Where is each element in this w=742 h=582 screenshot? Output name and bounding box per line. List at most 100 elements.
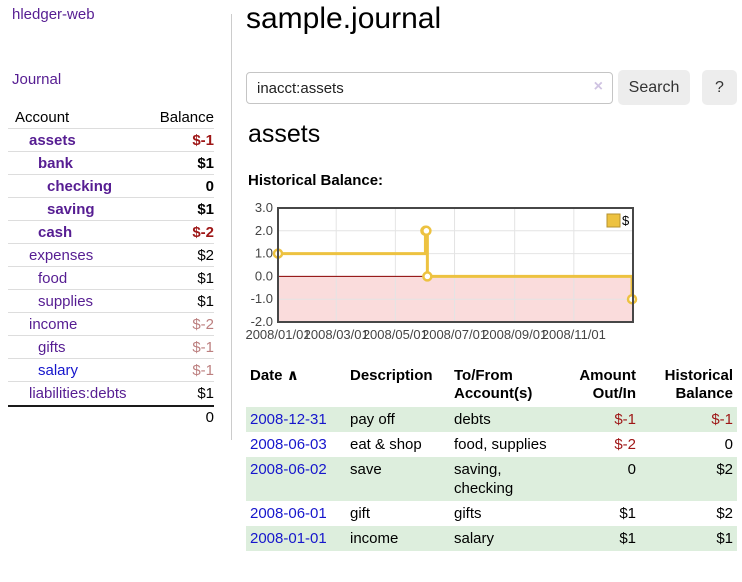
account-balance: $1	[197, 200, 214, 218]
svg-text:0.0: 0.0	[255, 268, 273, 283]
col-balance: Historical Balance	[664, 367, 733, 402]
register-table: Date ∧ Description To/From Account(s) Am…	[246, 363, 737, 551]
account-link-cash[interactable]: cash	[38, 223, 73, 241]
account-link-food[interactable]: food	[38, 269, 68, 287]
table-row: 2008-06-01 gift gifts $1 $2	[246, 501, 737, 526]
table-row: 2008-01-01 income salary $1 $1	[246, 526, 737, 551]
amount-cell: $1	[619, 530, 636, 547]
account-row-cash: cash $-2	[8, 221, 214, 244]
accounts-cell: saving, checking	[454, 461, 514, 497]
svg-text:2.0: 2.0	[255, 223, 273, 238]
svg-text:2008/03/01: 2008/03/01	[304, 327, 369, 342]
col-description: Description	[350, 367, 433, 384]
account-row-expenses: expenses $2	[8, 244, 214, 267]
account-row-checking: checking 0	[8, 175, 214, 198]
account-link-supplies[interactable]: supplies	[38, 292, 94, 310]
table-row: 2008-06-03 eat & shop food, supplies $-2…	[246, 432, 737, 457]
account-heading: assets	[248, 120, 321, 148]
accounts-cell: food, supplies	[454, 436, 547, 453]
account-link-expenses[interactable]: expenses	[29, 246, 94, 264]
search-input[interactable]	[246, 72, 613, 104]
account-row-saving: saving $1	[8, 198, 214, 221]
historical-balance-chart: 2008/01/01 2008/03/01 2008/05/01 2008/07/01…	[245, 200, 706, 354]
account-balance: $1	[197, 292, 214, 310]
register-header-row: Date ∧ Description To/From Account(s) Am…	[246, 363, 737, 407]
account-balance: $-1	[192, 338, 214, 356]
balance-cell: $-1	[711, 411, 733, 428]
svg-text:$: $	[622, 213, 630, 228]
date-link[interactable]: 2008-06-03	[250, 436, 327, 453]
account-row-bank: bank $1	[8, 152, 214, 175]
description-cell: eat & shop	[350, 436, 422, 453]
account-row-assets: assets $-1	[8, 129, 214, 152]
account-link-bank[interactable]: bank	[38, 154, 74, 172]
clear-search-icon[interactable]: ×	[593, 78, 603, 95]
date-link[interactable]: 2008-12-31	[250, 411, 327, 428]
date-link[interactable]: 2008-06-01	[250, 505, 327, 522]
svg-text:1.0: 1.0	[255, 246, 273, 261]
svg-text:2008/09/01: 2008/09/01	[482, 327, 547, 342]
brand-link[interactable]: hledger-web	[12, 6, 95, 23]
total-balance: 0	[205, 409, 214, 426]
account-link-gifts[interactable]: gifts	[38, 338, 66, 356]
svg-text:3.0: 3.0	[255, 200, 273, 215]
amount-cell: $1	[619, 505, 636, 522]
description-cell: save	[350, 461, 382, 478]
col-amount: Amount Out/In	[579, 367, 636, 402]
account-column-header: Account	[15, 108, 70, 126]
page-title: sample.journal	[246, 2, 442, 35]
account-link-liabilities-debts[interactable]: liabilities:debts	[29, 385, 127, 402]
svg-text:2008/07/01: 2008/07/01	[422, 327, 487, 342]
description-cell: gift	[350, 505, 371, 522]
account-tree-header: Account Balance	[8, 106, 214, 129]
account-row-liabilities-debts: liabilities:debts $1	[8, 382, 214, 405]
account-row-gifts: gifts $-1	[8, 336, 214, 359]
date-link[interactable]: 2008-01-01	[250, 530, 327, 547]
amount-cell: $-1	[614, 411, 636, 428]
balance-column-header: Balance	[159, 108, 214, 126]
svg-text:2008/11/01: 2008/11/01	[542, 327, 606, 342]
sort-asc-icon: ∧	[286, 367, 299, 384]
account-row-salary: salary $-1	[8, 359, 214, 382]
balance-cell: 0	[724, 436, 733, 453]
amount-cell: 0	[627, 461, 636, 478]
account-tree: Account Balance assets $-1 bank $1 check…	[8, 106, 214, 428]
balance-cell: $2	[716, 505, 733, 522]
account-balance: $1	[197, 385, 214, 402]
svg-text:2008/05/01: 2008/05/01	[363, 327, 428, 342]
account-row-supplies: supplies $1	[8, 290, 214, 313]
account-link-salary[interactable]: salary	[38, 361, 79, 379]
accounts-cell: salary	[454, 530, 495, 547]
account-balance: $1	[197, 269, 214, 287]
nav-journal-link[interactable]: Journal	[12, 71, 62, 88]
amount-cell: $-2	[614, 436, 636, 453]
description-cell: pay off	[350, 411, 395, 428]
search-button[interactable]: Search	[618, 70, 690, 105]
account-balance: $2	[197, 246, 214, 264]
search-box: ×	[246, 72, 613, 104]
balance-cell: $1	[716, 530, 733, 547]
table-row: 2008-12-31 pay off debts $-1 $-1	[246, 407, 737, 432]
account-link-saving[interactable]: saving	[47, 200, 95, 218]
account-tree-total-row: 0	[8, 405, 214, 428]
chart-canvas: 2008/01/012008/03/012008/05/012008/07/01…	[245, 200, 638, 342]
account-link-checking[interactable]: checking	[47, 177, 113, 195]
date-link[interactable]: 2008-06-02	[250, 461, 327, 478]
account-balance: $1	[197, 154, 214, 172]
description-cell: income	[350, 530, 399, 547]
col-accounts: To/From Account(s)	[454, 367, 533, 402]
svg-text:2008/01/01: 2008/01/01	[245, 327, 310, 342]
balance-cell: $2	[716, 461, 733, 478]
svg-text:-1.0: -1.0	[251, 291, 273, 306]
account-link-assets[interactable]: assets	[29, 131, 76, 149]
account-balance: $-2	[192, 315, 214, 333]
account-link-income[interactable]: income	[29, 315, 78, 333]
sidebar: hledger-web Journal Account Balance asse…	[0, 0, 232, 582]
account-balance: $-1	[192, 131, 214, 149]
accounts-cell: debts	[454, 411, 491, 428]
col-date[interactable]: Date ∧	[250, 367, 299, 384]
sidebar-divider	[231, 14, 232, 440]
help-button[interactable]: ?	[702, 70, 737, 105]
account-row-income: income $-2	[8, 313, 214, 336]
account-balance: 0	[205, 177, 214, 195]
